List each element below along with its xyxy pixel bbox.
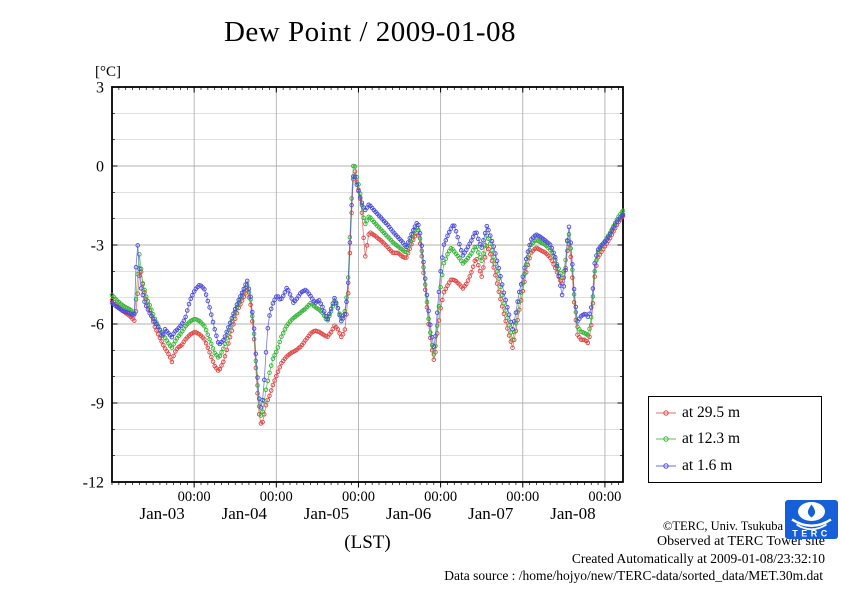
- logo-ripple-arc-1: [791, 518, 832, 527]
- legend-item: at 29.5 m: [649, 400, 821, 426]
- y-axis-tick-label: -9: [91, 396, 104, 413]
- legend-item: at 1.6 m: [649, 453, 821, 479]
- plot-frame: [111, 86, 624, 483]
- logo-ripple-arc-2: [796, 523, 827, 531]
- x-axis-date-label: Jan-08: [550, 504, 595, 523]
- logo-text: TERC: [792, 529, 831, 539]
- legend-marker-icon: [656, 463, 676, 469]
- x-axis-time-label: 00:00: [588, 489, 621, 505]
- legend-item-label: at 12.3 m: [682, 430, 741, 448]
- x-axis-time-label: 00:00: [178, 489, 211, 505]
- y-axis-tick-label: -6: [91, 317, 104, 334]
- x-axis-date-label: Jan-07: [468, 504, 514, 523]
- logo-water-drop-icon: [807, 504, 816, 518]
- copyright-text: ©TERC, Univ. Tsukuba: [662, 519, 783, 533]
- x-axis-date-label: Jan-03: [139, 504, 184, 523]
- observed-site-text: Observed at TERC Tower site: [656, 534, 825, 549]
- x-axis-date-label: Jan-06: [386, 504, 431, 523]
- x-axis-time-label: 00:00: [506, 489, 539, 505]
- legend-marker-icon: [656, 436, 676, 443]
- legend-item: at 12.3 m: [649, 426, 821, 452]
- terc-logo: TERC: [785, 500, 838, 539]
- series-markers-12.3m: [109, 163, 626, 418]
- series-line-1.6m: [111, 176, 624, 408]
- x-axis-time-label: 00:00: [260, 489, 293, 505]
- created-timestamp-text: Created Automatically at 2009-01-08/23:3…: [571, 551, 825, 566]
- chart-title: Dew Point / 2009-01-08: [223, 16, 517, 48]
- x-axis-time-label: 00:00: [342, 489, 375, 505]
- x-axis-date-label: Jan-04: [222, 504, 268, 523]
- series-markers-1.6m: [109, 174, 626, 410]
- legend-item-label: at 1.6 m: [682, 456, 733, 474]
- y-axis-tick-label: 3: [96, 80, 104, 97]
- legend-item-label: at 29.5 m: [682, 404, 741, 422]
- y-axis-tick-label: -12: [83, 475, 104, 492]
- x-axis-time-label: 00:00: [424, 489, 457, 505]
- x-axis-date-label: Jan-05: [304, 504, 349, 523]
- legend-box: at 29.5 m at 12.3 m at 1.6 m: [648, 396, 822, 483]
- y-axis-tick-label: 0: [96, 159, 104, 176]
- y-axis-tick-label: -3: [91, 238, 104, 255]
- data-source-text: Data source : /home/hojyo/new/TERC-data/…: [444, 568, 823, 583]
- x-axis-caption: (LST): [344, 532, 390, 553]
- y-axis-unit-label: [°C]: [95, 64, 121, 80]
- legend-marker-icon: [656, 410, 676, 416]
